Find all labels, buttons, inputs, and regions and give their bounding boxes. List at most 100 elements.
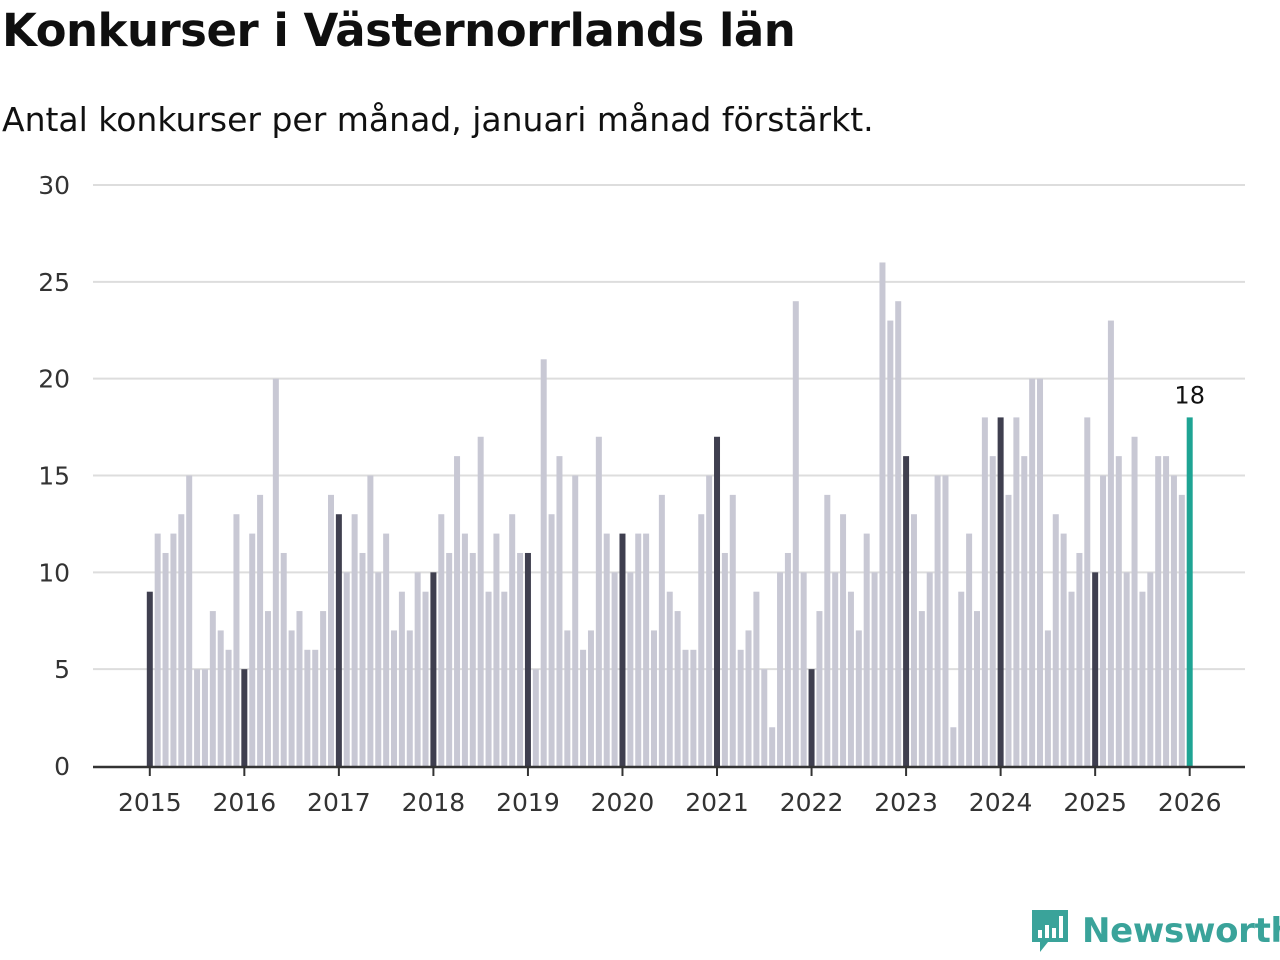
- x-tick-label: 2022: [780, 788, 844, 817]
- bar-january: [335, 514, 342, 766]
- bar: [272, 378, 279, 766]
- bar: [1100, 475, 1107, 766]
- bar: [1005, 494, 1012, 766]
- bar: [706, 475, 713, 766]
- bar: [501, 591, 508, 766]
- bar: [871, 572, 878, 766]
- bar: [745, 630, 752, 766]
- bar: [564, 630, 571, 766]
- bar: [438, 514, 445, 766]
- bar: [1029, 378, 1036, 766]
- y-axis-ticks: 0 5 10 15 20 25 30: [38, 171, 70, 781]
- bar: [761, 669, 768, 766]
- bar: [1155, 456, 1162, 766]
- x-tick-label: 2016: [213, 788, 277, 817]
- bar: [327, 494, 334, 766]
- bar: [422, 591, 429, 766]
- bar: [879, 262, 886, 766]
- x-tick-label: 2018: [402, 788, 466, 817]
- bar: [1131, 436, 1138, 766]
- bar: [769, 727, 776, 766]
- bar: [855, 630, 862, 766]
- bar-latest: [1186, 417, 1193, 766]
- bar: [1044, 630, 1051, 766]
- bar: [170, 533, 177, 766]
- y-tick-label: 0: [54, 752, 70, 781]
- bar: [627, 572, 634, 766]
- bar: [1076, 552, 1083, 766]
- bar: [1139, 591, 1146, 766]
- bar: [966, 533, 973, 766]
- newsworthy-logo-icon: [1032, 910, 1068, 952]
- bar: [320, 611, 327, 766]
- bar: [1052, 514, 1059, 766]
- bar: [217, 630, 224, 766]
- x-tick-label: 2024: [969, 788, 1033, 817]
- bar-january: [997, 417, 1004, 766]
- bar: [635, 533, 642, 766]
- bar: [816, 611, 823, 766]
- bar: [446, 552, 453, 766]
- x-tick-label: 2020: [591, 788, 655, 817]
- x-tick-label: 2019: [496, 788, 560, 817]
- bar-january: [903, 456, 910, 766]
- bar: [304, 649, 311, 766]
- bar: [280, 552, 287, 766]
- bar: [312, 649, 319, 766]
- x-axis-ticks: 2015 2016 2017 2018 2019 2020 2021 2022 2023 2024…: [118, 767, 1222, 817]
- bar-january: [714, 436, 721, 766]
- bar-january: [146, 591, 153, 766]
- bar: [950, 727, 957, 766]
- bar: [934, 475, 941, 766]
- bar: [674, 611, 681, 766]
- bar: [461, 533, 468, 766]
- bar: [690, 649, 697, 766]
- bar: [1084, 417, 1091, 766]
- bar: [1068, 591, 1075, 766]
- bar: [792, 301, 799, 766]
- y-tick-label: 5: [54, 655, 70, 684]
- bar: [532, 669, 539, 766]
- bar: [194, 669, 201, 766]
- bar: [580, 649, 587, 766]
- bar: [548, 514, 555, 766]
- bar-january: [1092, 572, 1099, 766]
- bar: [398, 591, 405, 766]
- bar: [800, 572, 807, 766]
- bar: [359, 552, 366, 766]
- bar: [296, 611, 303, 766]
- bar-january: [619, 533, 626, 766]
- bar: [162, 552, 169, 766]
- x-tick-label: 2021: [685, 788, 749, 817]
- bar: [895, 301, 902, 766]
- bar: [288, 630, 295, 766]
- x-tick-label: 2017: [307, 788, 371, 817]
- bar: [1163, 456, 1170, 766]
- bar: [375, 572, 382, 766]
- bar-january: [808, 669, 815, 766]
- bar: [721, 552, 728, 766]
- y-tick-label: 30: [38, 171, 70, 200]
- bar: [572, 475, 579, 766]
- bar: [264, 611, 271, 766]
- bar: [981, 417, 988, 766]
- chart-title: Konkurser i Västernorrlands län: [2, 4, 796, 57]
- x-tick-label: 2025: [1063, 788, 1127, 817]
- bar: [777, 572, 784, 766]
- bar: [650, 630, 657, 766]
- bar: [178, 514, 185, 766]
- bar: [485, 591, 492, 766]
- bar: [910, 514, 917, 766]
- bar: [643, 533, 650, 766]
- bars: [146, 262, 1193, 766]
- bar: [1107, 320, 1114, 766]
- bar: [942, 475, 949, 766]
- bar: [1115, 456, 1122, 766]
- bar: [1147, 572, 1154, 766]
- bar: [1178, 494, 1185, 766]
- bar: [1123, 572, 1130, 766]
- bar: [186, 475, 193, 766]
- bar: [1037, 378, 1044, 766]
- bar: [658, 494, 665, 766]
